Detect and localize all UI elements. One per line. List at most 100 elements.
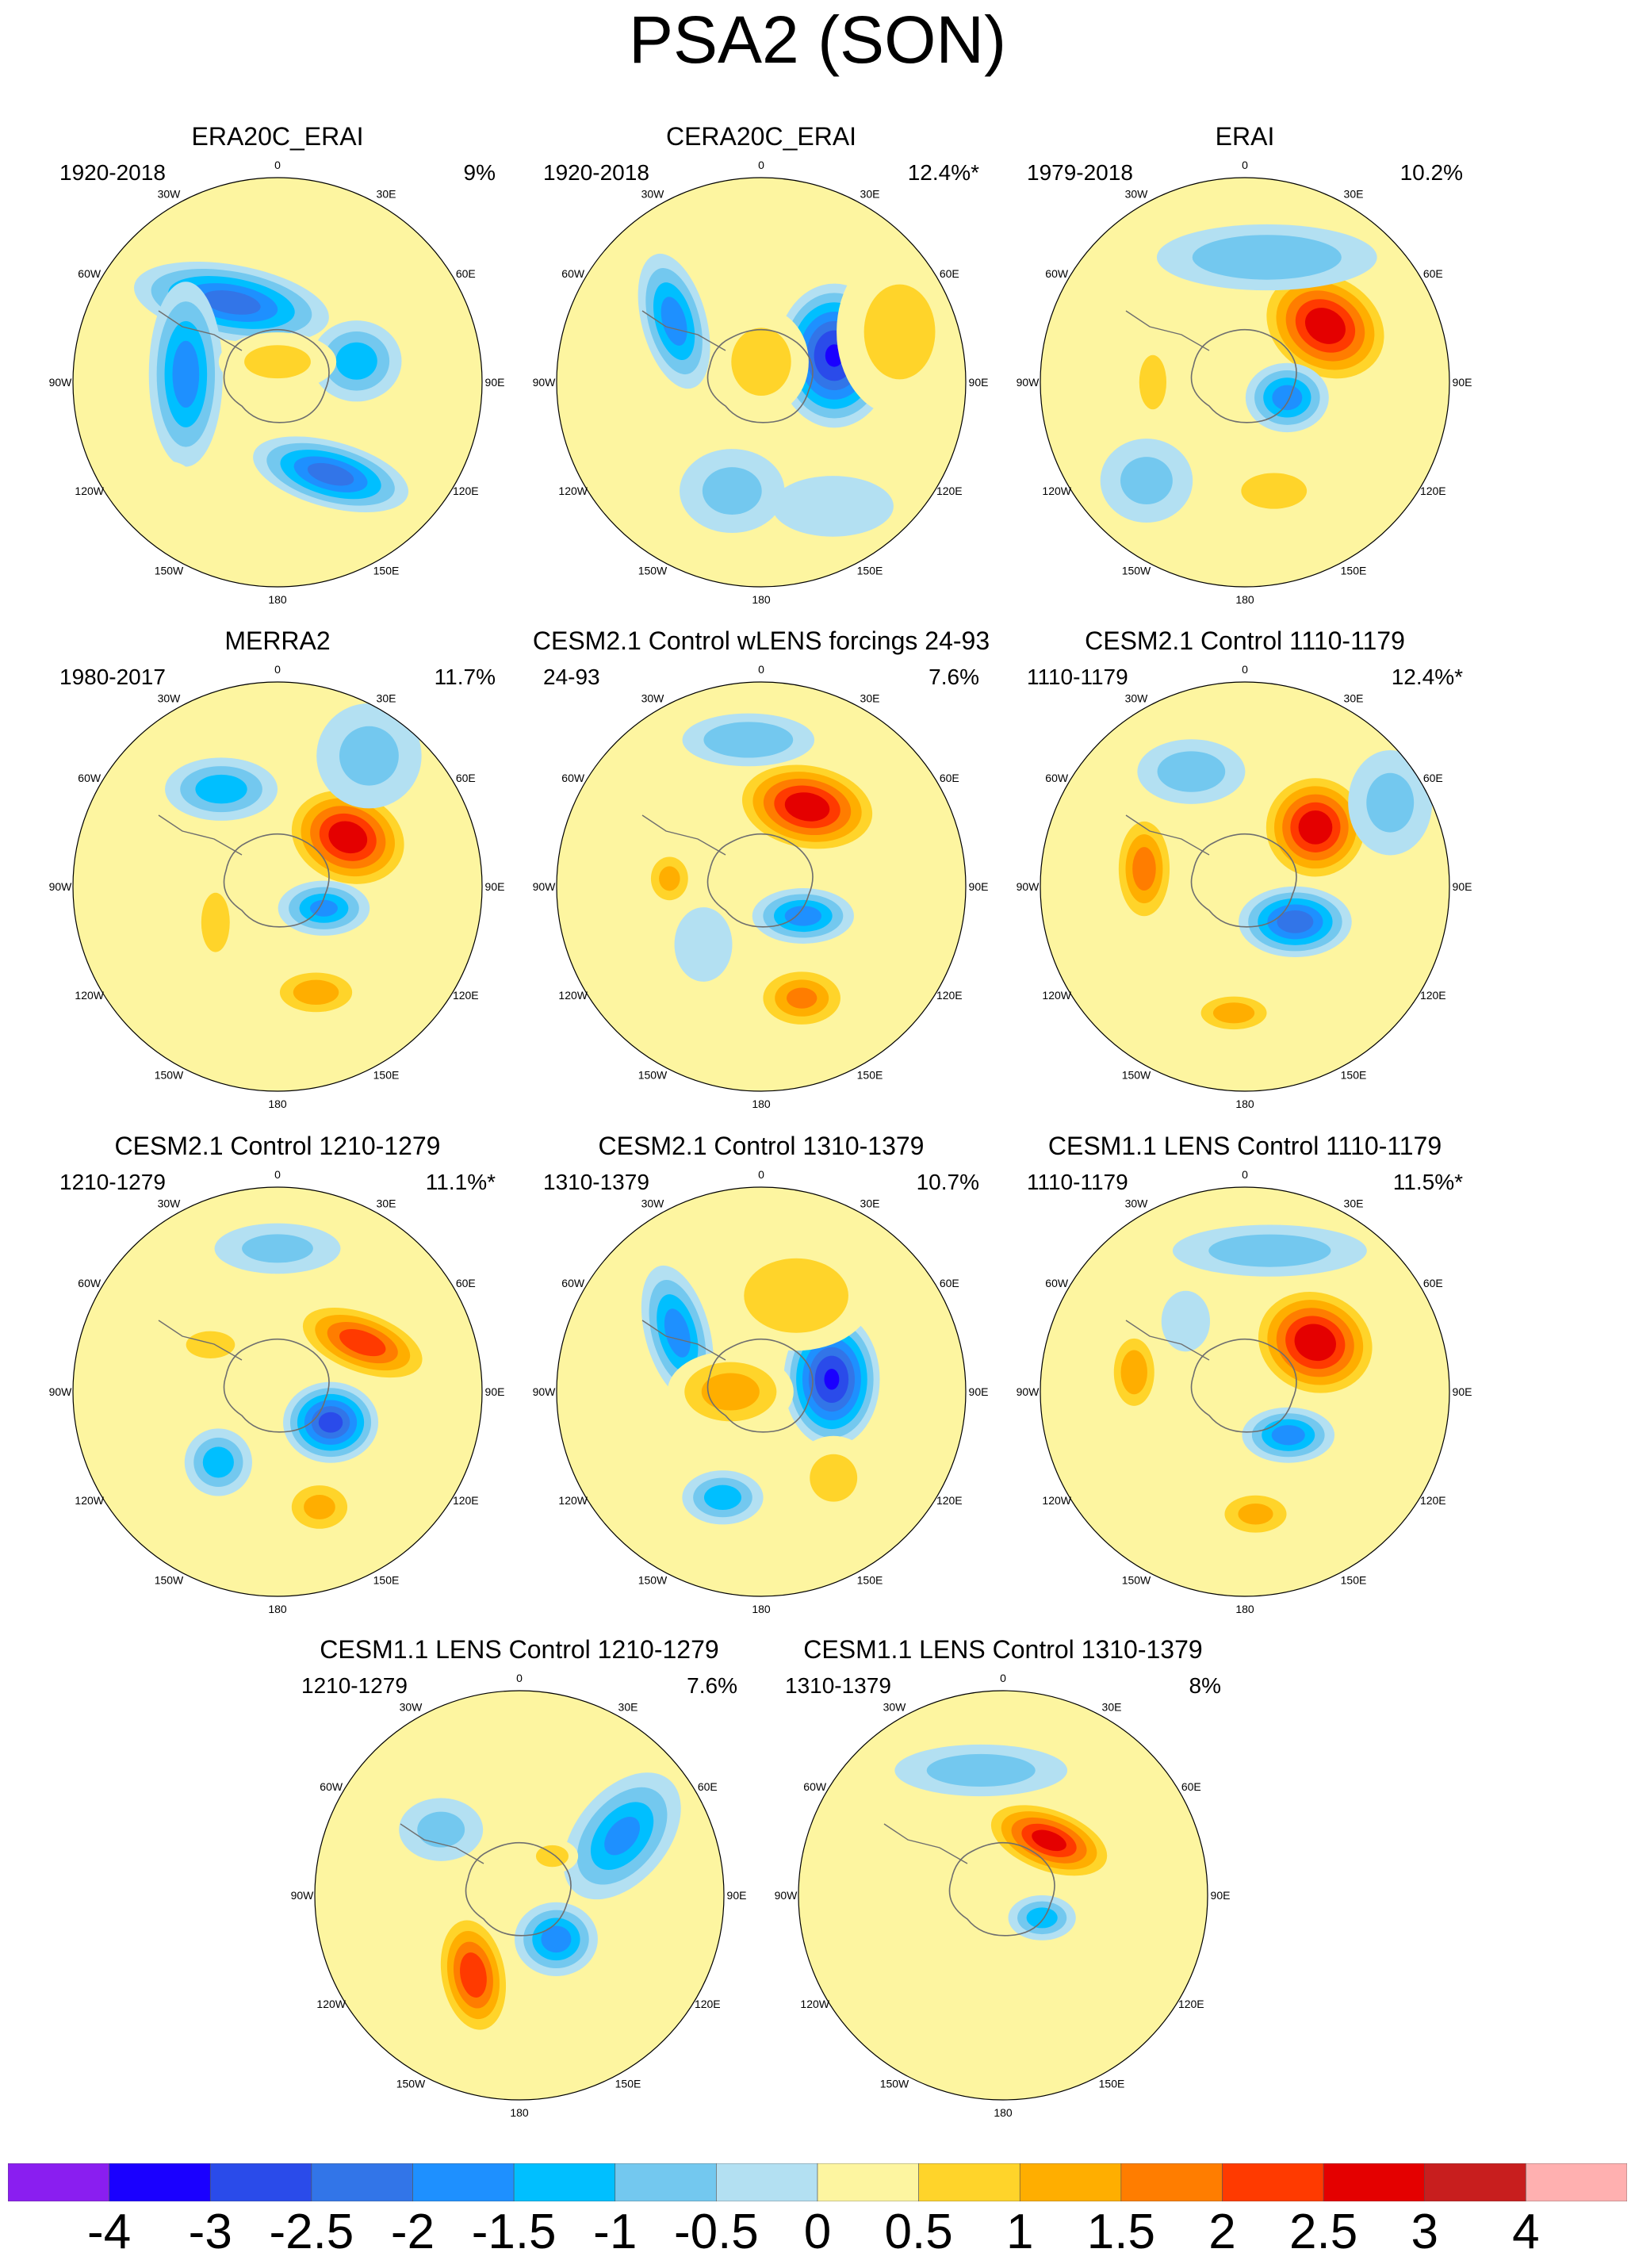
longitude-label: 150E bbox=[1341, 1068, 1367, 1081]
longitude-label: 60W bbox=[561, 1277, 585, 1289]
negative-anomaly-contour bbox=[664, 1308, 691, 1358]
longitude-label: 120W bbox=[558, 485, 588, 497]
longitude-label: 60W bbox=[803, 1780, 827, 1793]
longitude-label: 60E bbox=[456, 1277, 476, 1289]
field-layer bbox=[1040, 178, 1449, 587]
positive-anomaly-contour bbox=[201, 892, 230, 952]
longitude-label: 0 bbox=[758, 159, 764, 171]
longitude-label: 30E bbox=[860, 692, 880, 705]
colorbar-swatch bbox=[311, 2163, 413, 2201]
longitude-label: 60W bbox=[78, 267, 101, 280]
longitude-label: 30W bbox=[1125, 188, 1149, 201]
longitude-label: 150W bbox=[155, 1068, 184, 1081]
colorbar-tick-label: -2.5 bbox=[269, 2205, 354, 2259]
longitude-label: 180 bbox=[268, 1098, 287, 1110]
negative-anomaly-contour bbox=[335, 342, 377, 380]
longitude-label: 0 bbox=[758, 1168, 764, 1181]
longitude-label: 150E bbox=[373, 1068, 400, 1081]
longitude-label: 180 bbox=[1235, 593, 1254, 606]
longitude-label: 30E bbox=[377, 1197, 396, 1210]
longitude-label: 90E bbox=[485, 376, 505, 389]
map-background bbox=[798, 1691, 1208, 2100]
longitude-label: 60E bbox=[698, 1780, 718, 1793]
negative-anomaly-contour bbox=[703, 722, 794, 758]
longitude-label: 150E bbox=[857, 1573, 883, 1586]
longitude-label: 90W bbox=[533, 376, 557, 389]
longitude-label: 30E bbox=[377, 692, 396, 705]
longitude-label: 150W bbox=[638, 1573, 668, 1586]
longitude-label: 150W bbox=[155, 1573, 184, 1586]
longitude-label: 120W bbox=[75, 1494, 104, 1507]
longitude-label: 30E bbox=[860, 188, 880, 201]
longitude-label: 150E bbox=[1341, 564, 1367, 577]
panel-title: CESM2.1 Control 1210-1279 bbox=[114, 1132, 441, 1160]
field-layer bbox=[315, 1691, 724, 2100]
peninsula-coastline bbox=[1125, 814, 1210, 856]
longitude-label: 120W bbox=[1042, 1494, 1071, 1507]
colorbar-tick-label: -2 bbox=[390, 2205, 435, 2259]
panel-variance-percent: 10.2% bbox=[1400, 160, 1463, 185]
field-layer bbox=[557, 1187, 966, 1596]
panel-title: MERRA2 bbox=[224, 626, 331, 655]
negative-anomaly-contour bbox=[1026, 1907, 1058, 1929]
peninsula-coastline bbox=[158, 310, 243, 351]
peninsula-coastline bbox=[1125, 1320, 1210, 1361]
longitude-label: 150E bbox=[857, 1068, 883, 1081]
longitude-label: 0 bbox=[516, 1672, 523, 1684]
longitude-label: 150E bbox=[615, 2077, 641, 2090]
field-layer bbox=[557, 178, 966, 587]
polar-map: 0 30E 60E 90E 120E 150E 180 150W 120W 90W 60W 30W bbox=[49, 159, 505, 606]
panel-period: 1210-1279 bbox=[59, 1170, 166, 1194]
antarctica-coastline bbox=[223, 1338, 330, 1433]
peninsula-coastline bbox=[1125, 310, 1210, 351]
positive-anomaly-contour bbox=[134, 461, 205, 561]
longitude-label: 150W bbox=[638, 564, 668, 577]
map-border bbox=[556, 681, 967, 1092]
longitude-label: 120E bbox=[1420, 989, 1446, 1002]
longitude-label: 60W bbox=[1045, 1277, 1069, 1289]
antarctica-coastline bbox=[948, 1841, 1055, 1937]
longitude-label: 120W bbox=[558, 989, 588, 1002]
polar-map: 0 30E 60E 90E 120E 150E 180 150W 120W 90W 60W 30W bbox=[775, 1672, 1231, 2119]
panel-period: 1980-2017 bbox=[59, 665, 166, 689]
longitude-label: 90E bbox=[485, 880, 505, 893]
longitude-label: 60W bbox=[78, 1277, 101, 1289]
panel-period: 1979-2018 bbox=[1027, 160, 1133, 185]
colorbar bbox=[8, 2163, 1627, 2201]
colorbar-tick-label: 2 bbox=[1208, 2205, 1236, 2259]
colorbar-swatch bbox=[1120, 2163, 1223, 2201]
longitude-label: 90W bbox=[775, 1889, 798, 1902]
longitude-label: 30W bbox=[400, 1701, 423, 1714]
negative-anomaly-contour bbox=[1161, 1290, 1211, 1352]
negative-anomaly-contour bbox=[172, 340, 200, 408]
negative-anomaly-contour bbox=[318, 1412, 343, 1433]
negative-anomaly-contour bbox=[307, 462, 354, 486]
panel-period: 1110-1179 bbox=[1027, 1170, 1128, 1194]
map-border bbox=[314, 1690, 725, 2101]
negative-anomaly-contour bbox=[824, 1369, 840, 1390]
negative-anomaly-contour bbox=[242, 1234, 313, 1263]
map-panel: ERAI 1979-2018 10.2% 0 30E 60E 90E 120E 150E 180 1… bbox=[999, 121, 1491, 606]
longitude-label: 60W bbox=[561, 772, 585, 784]
polar-map: 0 30E 60E 90E 120E 150E 180 150W 120W 90W 60W 30W bbox=[1017, 663, 1472, 1110]
positive-anomaly-contour bbox=[731, 328, 791, 397]
positive-anomaly-contour bbox=[1120, 1350, 1147, 1395]
longitude-label: 180 bbox=[1235, 1603, 1254, 1615]
polar-map: 0 30E 60E 90E 120E 150E 180 150W 120W 90W 60W 30W bbox=[533, 663, 989, 1110]
longitude-label: 120W bbox=[75, 485, 104, 497]
panel-title: CESM1.1 LENS Control 1310-1379 bbox=[803, 1635, 1203, 1664]
peninsula-coastline bbox=[641, 1320, 726, 1361]
map-panel: CESM1.1 LENS Control 1310-1379 1310-1379 8… bbox=[757, 1634, 1249, 2119]
antarctica-coastline bbox=[706, 328, 814, 423]
map-panel: CESM1.1 LENS Control 1210-1279 1210-1279 7… bbox=[274, 1634, 765, 2119]
longitude-label: 120E bbox=[453, 989, 479, 1002]
map-border bbox=[556, 177, 967, 588]
negative-anomaly-contour bbox=[1277, 910, 1314, 933]
negative-anomaly-contour bbox=[195, 774, 247, 804]
panel-title: CESM1.1 LENS Control 1210-1279 bbox=[320, 1635, 719, 1664]
longitude-label: 60E bbox=[1423, 267, 1443, 280]
positive-anomaly-contour bbox=[953, 2029, 1053, 2089]
longitude-label: 90E bbox=[1453, 376, 1472, 389]
longitude-label: 120E bbox=[695, 1998, 721, 2010]
longitude-label: 150E bbox=[1341, 1573, 1367, 1586]
